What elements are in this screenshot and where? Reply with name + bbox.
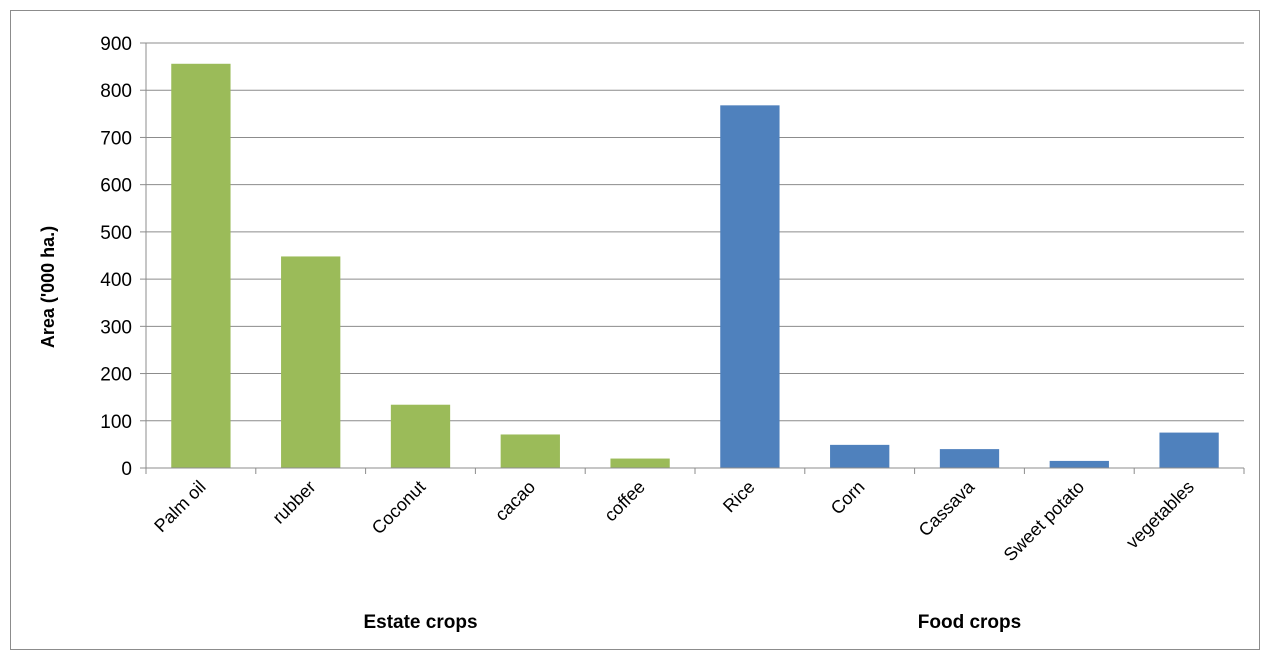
bar-palm-oil	[171, 63, 231, 469]
bar-vegetables	[1159, 432, 1219, 468]
bar-cassava	[939, 449, 1000, 468]
x-category-label: Cassava	[915, 476, 979, 540]
y-tick-label: 600	[100, 176, 132, 197]
y-tick-label: 400	[100, 270, 132, 291]
bar-sweet-potato	[1049, 460, 1109, 468]
x-category-label: rubber	[269, 477, 320, 528]
bar-cacao	[500, 434, 560, 468]
x-category-label: Palm oil	[150, 477, 209, 536]
group-labels: Estate crops Food crops	[363, 612, 1021, 633]
y-tick-label: 900	[100, 34, 132, 55]
category-labels: Palm oil rubber Coconut cacao coffee Rice Corn…	[150, 476, 1198, 565]
bar-corn	[830, 444, 890, 468]
y-tick-label: 0	[121, 459, 132, 480]
x-category-label: Sweet potato	[1000, 477, 1088, 565]
y-axis-label: Area ('000 ha.)	[38, 226, 58, 348]
y-axis-ticks: 0 100 200 300 400 500 600 700 800 900	[100, 34, 147, 480]
y-tick-label: 500	[100, 223, 132, 244]
y-tick-label: 200	[100, 365, 132, 386]
x-category-label: Coconut	[368, 477, 430, 539]
y-tick-label: 800	[100, 81, 132, 102]
bar-rubber	[281, 256, 341, 468]
bar-chart: 0 100 200 300 400 500 600 700 800 900 Palm oil rub…	[38, 34, 1245, 633]
x-category-label: vegetables	[1122, 477, 1198, 553]
x-category-label: Rice	[719, 477, 759, 517]
x-axis	[145, 467, 1245, 474]
group-label: Food crops	[918, 612, 1021, 633]
y-tick-label: 300	[100, 317, 132, 338]
bar-coconut	[390, 404, 451, 468]
bar-rice	[720, 105, 780, 468]
y-tick-label: 100	[100, 412, 132, 433]
group-label: Estate crops	[363, 612, 477, 633]
x-category-label: Corn	[827, 477, 869, 519]
y-tick-label: 700	[100, 128, 132, 149]
bars	[171, 63, 1219, 469]
x-category-label: coffee	[600, 477, 649, 526]
bar-coffee	[610, 458, 670, 468]
x-category-label: cacao	[491, 477, 539, 525]
